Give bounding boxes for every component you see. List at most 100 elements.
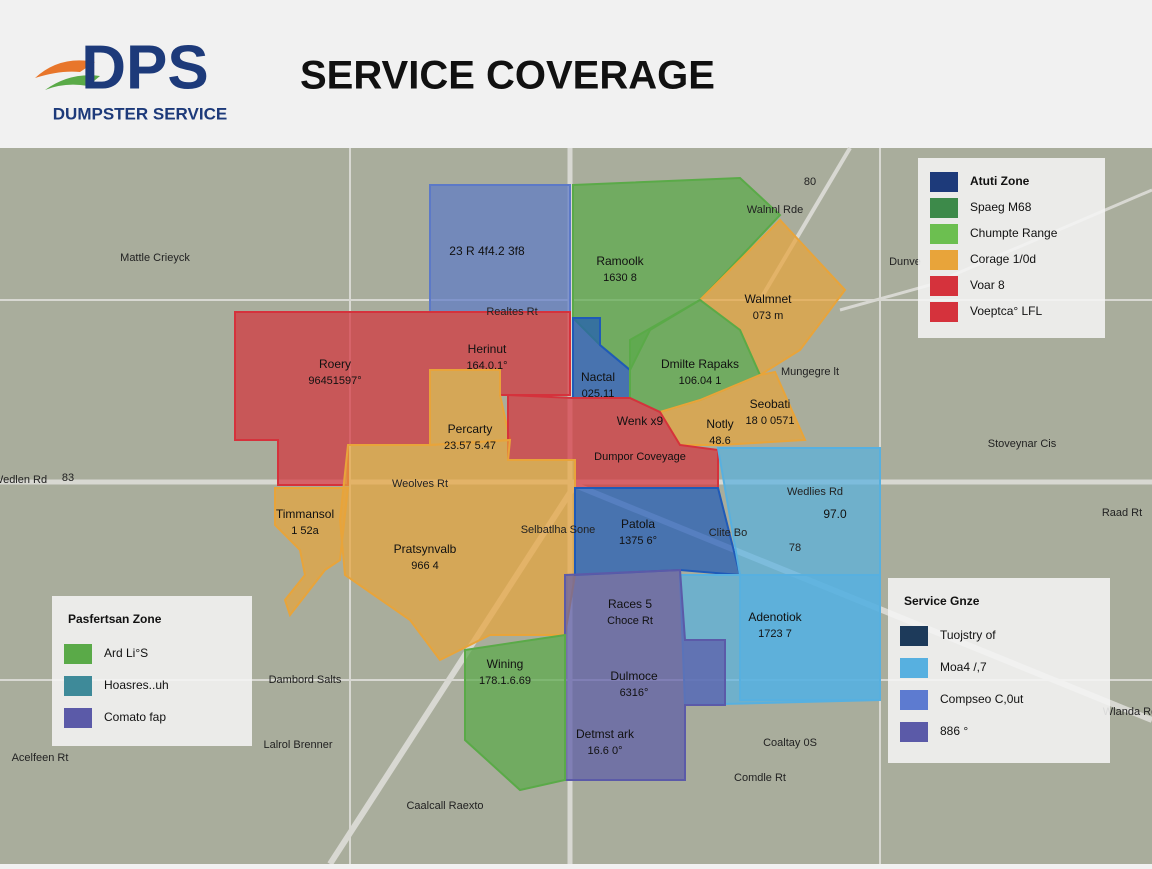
legend-swatch bbox=[930, 172, 958, 192]
map-label: Coaltay 0S bbox=[763, 737, 817, 749]
legend-swatch bbox=[900, 658, 928, 678]
zone-name: Wenk x9 bbox=[617, 414, 664, 428]
legend-item: 886 ° bbox=[940, 724, 968, 738]
zone-detail: 073 m bbox=[753, 310, 784, 322]
zone-name: 23 R 4f4.2 3f8 bbox=[449, 244, 525, 258]
zone-detail: 96451597° bbox=[308, 375, 361, 387]
zone-detail: 1 52a bbox=[291, 525, 319, 537]
legend-item: Voar 8 bbox=[970, 278, 1005, 292]
map-label: Dunve bbox=[889, 256, 921, 268]
zone-name: Nactal bbox=[581, 370, 615, 384]
legend-item: Ard Li°S bbox=[104, 646, 148, 660]
legend-swatch bbox=[930, 198, 958, 218]
legend-item: Moa4 /,7 bbox=[940, 660, 987, 674]
legend-item: Tuojstry of bbox=[940, 628, 996, 642]
zone-detail: 1723 7 bbox=[758, 628, 792, 640]
zone-name: Pratsynvalb bbox=[394, 542, 457, 556]
legend-item: Spaeg M68 bbox=[970, 200, 1032, 214]
map-label: Realtes Rt bbox=[486, 306, 537, 318]
zone-detail: 18 0 0571 bbox=[746, 415, 795, 427]
map-label: Acelfeen Rt bbox=[12, 752, 69, 764]
legend-swatch bbox=[900, 722, 928, 742]
legend-swatch bbox=[64, 644, 92, 664]
zone-name: Ramoolk bbox=[596, 254, 644, 268]
zone-name: Notly bbox=[706, 417, 733, 431]
zone-name: Races 5 bbox=[608, 597, 652, 611]
zone-detail: 164.0.1° bbox=[466, 360, 507, 372]
map-label: Clite Bo bbox=[709, 527, 748, 539]
zone-detail: 6316° bbox=[620, 687, 649, 699]
zone-name: Percarty bbox=[448, 422, 493, 436]
legend-swatch bbox=[64, 676, 92, 696]
logo-swoosh bbox=[35, 60, 95, 78]
map-label: Raad Rt bbox=[1102, 507, 1142, 519]
coverage-zone bbox=[429, 369, 512, 447]
zone-detail: 23.57 5.47 bbox=[444, 440, 496, 452]
legend-swatch bbox=[930, 302, 958, 322]
zone-name: Walmnet bbox=[745, 292, 793, 306]
map-label: Mungegre lt bbox=[781, 366, 839, 378]
map-label: Mattle Crieyck bbox=[120, 252, 190, 264]
map-label: Comdle Rt bbox=[734, 772, 786, 784]
map-label: Wlanda Rd bbox=[1103, 706, 1152, 718]
zone-name: Adenotiok bbox=[748, 610, 802, 624]
zone-name: Seobati bbox=[750, 397, 791, 411]
legend-swatch bbox=[930, 224, 958, 244]
zone-detail: 16.6 0° bbox=[588, 745, 623, 757]
map-label: Weolves Rt bbox=[392, 478, 448, 490]
zone-name: Patola bbox=[621, 517, 655, 531]
legend-swatch bbox=[930, 250, 958, 270]
legend-item: Compseo C,0ut bbox=[940, 692, 1024, 706]
zone-detail: 48.6 bbox=[709, 435, 730, 447]
zone-name: 97.0 bbox=[823, 507, 847, 521]
zone-name: Roery bbox=[319, 357, 351, 371]
legend-title: Service Gnze bbox=[904, 594, 980, 608]
zone-name: Dmilte Rapaks bbox=[661, 357, 739, 371]
map-label: 80 bbox=[804, 176, 816, 188]
zone-detail: 1375 6° bbox=[619, 535, 657, 547]
legend: Pasfertsan Zone Ard Li°S Hoasres..uh Comato… bbox=[52, 596, 252, 746]
legend-item: Chumpte Range bbox=[970, 226, 1058, 240]
coverage-zone bbox=[464, 633, 566, 792]
map-label: Selbatlha Sone bbox=[521, 524, 596, 536]
map-label: 78 bbox=[789, 542, 801, 554]
legend-swatch bbox=[930, 276, 958, 296]
zone-detail: 1630 8 bbox=[603, 272, 637, 284]
logo-swoosh bbox=[45, 75, 100, 90]
logo-mark: DPS bbox=[81, 33, 208, 102]
legend: Atuti Zone Spaeg M68 Chumpte Range Corage 1… bbox=[918, 158, 1105, 338]
logo-text: DUMPSTER SERVICE bbox=[53, 104, 227, 123]
legend-swatch bbox=[900, 626, 928, 646]
coverage-zone bbox=[564, 568, 726, 781]
map-label: Wedlen Rd bbox=[0, 474, 47, 486]
zone-name: Timmansol bbox=[276, 507, 334, 521]
zone-name: Dulmoce bbox=[610, 669, 658, 683]
zone-name: Herinut bbox=[468, 342, 507, 356]
legend-item: Comato fap bbox=[104, 710, 166, 724]
header-bg bbox=[0, 0, 1152, 148]
map-label: Caalcall Raexto bbox=[406, 800, 483, 812]
map-label: Dambord Salts bbox=[269, 674, 342, 686]
map-label: Lalrol Brenner bbox=[263, 739, 332, 751]
legend-item: Hoasres..uh bbox=[104, 678, 169, 692]
zone-name: Detmst ark bbox=[576, 727, 635, 741]
zone-name: Wining bbox=[487, 657, 524, 671]
zone-detail: 106.04 1 bbox=[679, 375, 722, 387]
zone-detail: 025.11 bbox=[582, 388, 615, 400]
map-label: Walnnl Rde bbox=[747, 204, 803, 216]
coverage-zone bbox=[574, 487, 742, 577]
legend: Service Gnze Tuojstry of Moa4 /,7 Compseo C… bbox=[888, 578, 1110, 763]
legend-title: Atuti Zone bbox=[970, 174, 1030, 188]
zone-detail: 178.1.6.69 bbox=[479, 675, 531, 687]
page-title: SERVICE COVERAGE bbox=[300, 54, 715, 98]
zone-detail: Dumpor Coveyage bbox=[594, 451, 686, 463]
legend-item: Voeptca° LFL bbox=[970, 304, 1043, 318]
map-label: Stoveynar Cis bbox=[988, 438, 1057, 450]
map-label: Wedlies Rd bbox=[787, 486, 843, 498]
zone-detail: Choce Rt bbox=[607, 615, 653, 627]
legend-title: Pasfertsan Zone bbox=[68, 612, 162, 626]
legend-swatch bbox=[64, 708, 92, 728]
zone-detail: 966 4 bbox=[411, 560, 439, 572]
